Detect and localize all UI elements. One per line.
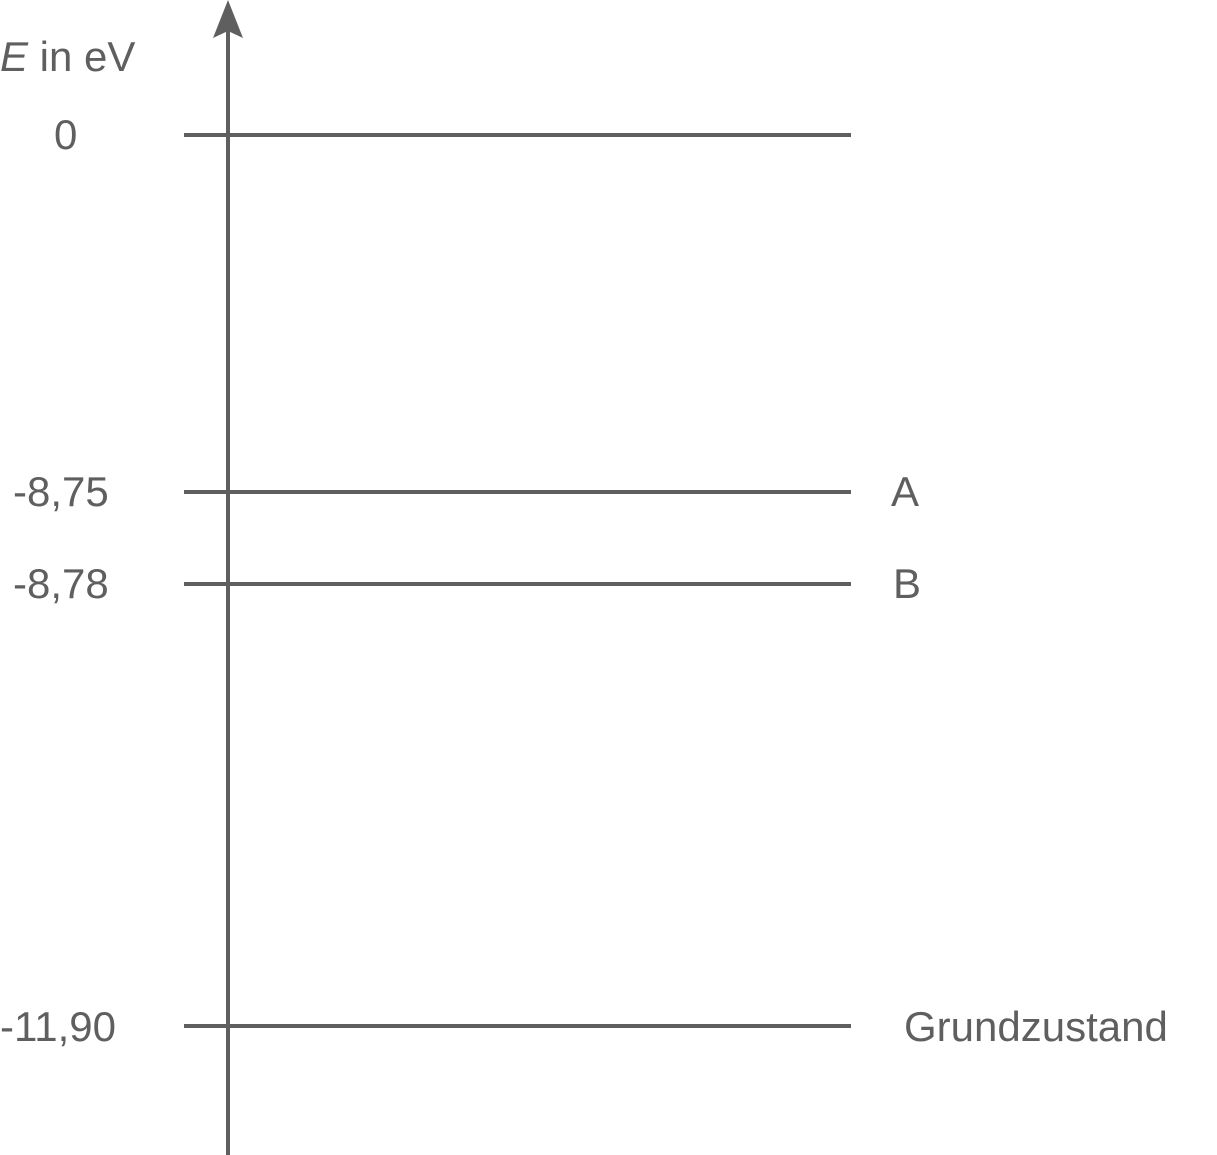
axis-label: E in eV — [0, 33, 135, 80]
level-value-ground: -11,90 — [0, 1003, 116, 1050]
level-value-b: -8,78 — [13, 560, 109, 607]
axis-arrowhead-icon — [213, 0, 243, 38]
level-name-a: A — [891, 468, 919, 515]
axis-unit: in eV — [28, 33, 135, 80]
level-value-a: -8,75 — [13, 468, 109, 515]
axis-variable: E — [0, 33, 29, 80]
level-value-0: 0 — [54, 111, 77, 158]
level-name-b: B — [893, 560, 921, 607]
level-name-ground: Grundzustand — [904, 1003, 1168, 1050]
